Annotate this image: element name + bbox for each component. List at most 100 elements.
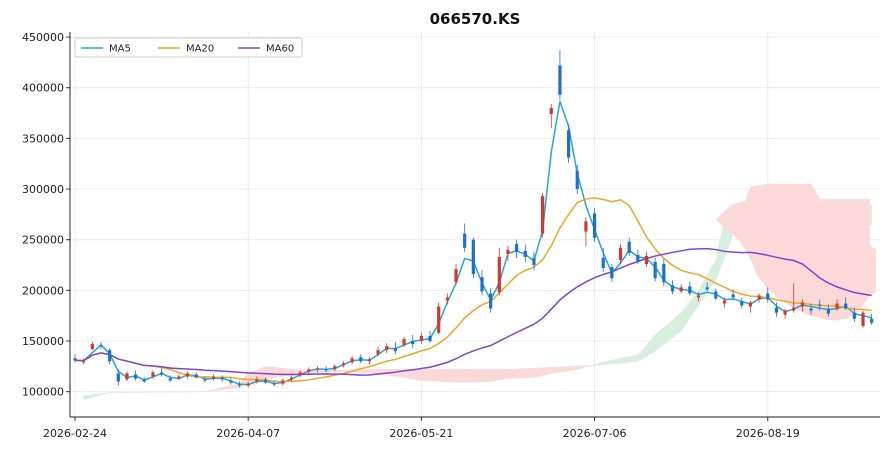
cloud-segment <box>239 377 245 388</box>
candle-body <box>558 65 562 95</box>
cloud-segment <box>551 366 556 374</box>
candle-body <box>185 373 190 377</box>
future-cloud <box>715 189 876 321</box>
candle <box>861 310 865 328</box>
candle <box>73 354 77 363</box>
candle-body <box>142 379 146 382</box>
candle-body <box>541 196 545 234</box>
candle <box>385 343 389 354</box>
chart-title: 066570.KS <box>430 10 521 28</box>
candle <box>696 292 701 302</box>
legend-box <box>74 37 303 58</box>
cloud-segment <box>607 359 613 365</box>
cloud-segment <box>213 388 219 391</box>
cloud-segment <box>620 357 626 364</box>
candle <box>662 258 666 287</box>
candle-body <box>861 312 865 326</box>
candle-body <box>411 341 415 345</box>
candle-body <box>289 377 294 380</box>
cloud-segment <box>542 367 548 376</box>
candle-body <box>844 303 848 309</box>
cloud-segment <box>92 393 97 398</box>
cloud-segment <box>460 369 465 383</box>
cloud-segment <box>364 369 370 374</box>
candle-body <box>852 312 856 319</box>
x-tick-label: 2026-02-24 <box>43 427 107 440</box>
y-tick-label: 350000 <box>22 132 64 145</box>
candles <box>73 50 874 388</box>
candle <box>636 249 640 265</box>
cloud-segment <box>360 369 366 374</box>
cloud-segment <box>455 369 461 383</box>
cloud-segment <box>421 369 426 381</box>
candle <box>740 297 744 309</box>
cloud-segment <box>221 386 227 390</box>
candle-body <box>766 293 770 300</box>
cloud-segment <box>641 344 647 360</box>
candle <box>324 366 328 373</box>
candle-body <box>428 335 432 342</box>
candle-body <box>229 380 233 383</box>
candle <box>237 381 242 388</box>
candle <box>783 308 787 319</box>
cloud-segment <box>598 361 604 366</box>
candle <box>315 366 320 373</box>
candle <box>134 370 138 381</box>
candle-body <box>610 267 614 279</box>
candle-body <box>419 335 423 342</box>
candle <box>809 303 813 315</box>
candle-body <box>532 257 536 266</box>
cloud-segment <box>520 368 526 379</box>
cloud-segment <box>447 369 452 383</box>
cloud-segment <box>468 369 474 383</box>
candle <box>402 336 406 348</box>
y-tick-label: 450000 <box>22 31 64 44</box>
candle-body <box>653 261 657 279</box>
candle <box>532 251 536 271</box>
candle-body <box>601 257 605 269</box>
legend: MA5 MA20 MA60 <box>74 37 303 58</box>
cloud-segment <box>464 369 470 383</box>
cloud-segment <box>516 368 522 379</box>
candle-body <box>315 368 320 370</box>
candle <box>497 247 501 296</box>
cloud-segment <box>659 326 665 349</box>
cloud-segment <box>611 358 617 365</box>
candle-body <box>272 383 276 385</box>
candle <box>90 342 94 351</box>
cloud-segment <box>576 365 582 370</box>
cloud-segment <box>481 369 487 383</box>
candle <box>437 302 441 334</box>
candle <box>748 300 753 313</box>
candle <box>679 284 683 294</box>
candle-body <box>367 359 372 362</box>
y-tick-label: 200000 <box>22 284 64 297</box>
candle <box>688 281 692 296</box>
candle <box>454 264 458 286</box>
cloud-segment <box>594 362 600 366</box>
candle-body <box>263 379 268 383</box>
candle-body <box>281 380 285 384</box>
cloud-segment <box>100 392 106 396</box>
cloud-segment <box>533 367 539 378</box>
candle <box>601 247 605 273</box>
cloud-segment <box>538 367 543 377</box>
candle-body <box>636 254 640 261</box>
candle-body <box>341 363 346 366</box>
cloud-segment <box>512 368 517 379</box>
candle-body <box>402 338 406 346</box>
cloud-segment <box>395 369 400 378</box>
cloud-segment <box>525 368 530 379</box>
candle <box>220 375 224 382</box>
candle <box>826 304 830 317</box>
candle-body <box>497 256 501 293</box>
candle-body <box>73 358 77 361</box>
cloud-segment <box>503 369 509 380</box>
candle-body <box>350 358 354 363</box>
cloud-segment <box>273 367 279 379</box>
candle <box>852 307 856 322</box>
cloud-segment <box>559 366 565 373</box>
candle-body <box>255 379 259 382</box>
candle <box>246 381 250 388</box>
candle-body <box>220 377 224 380</box>
